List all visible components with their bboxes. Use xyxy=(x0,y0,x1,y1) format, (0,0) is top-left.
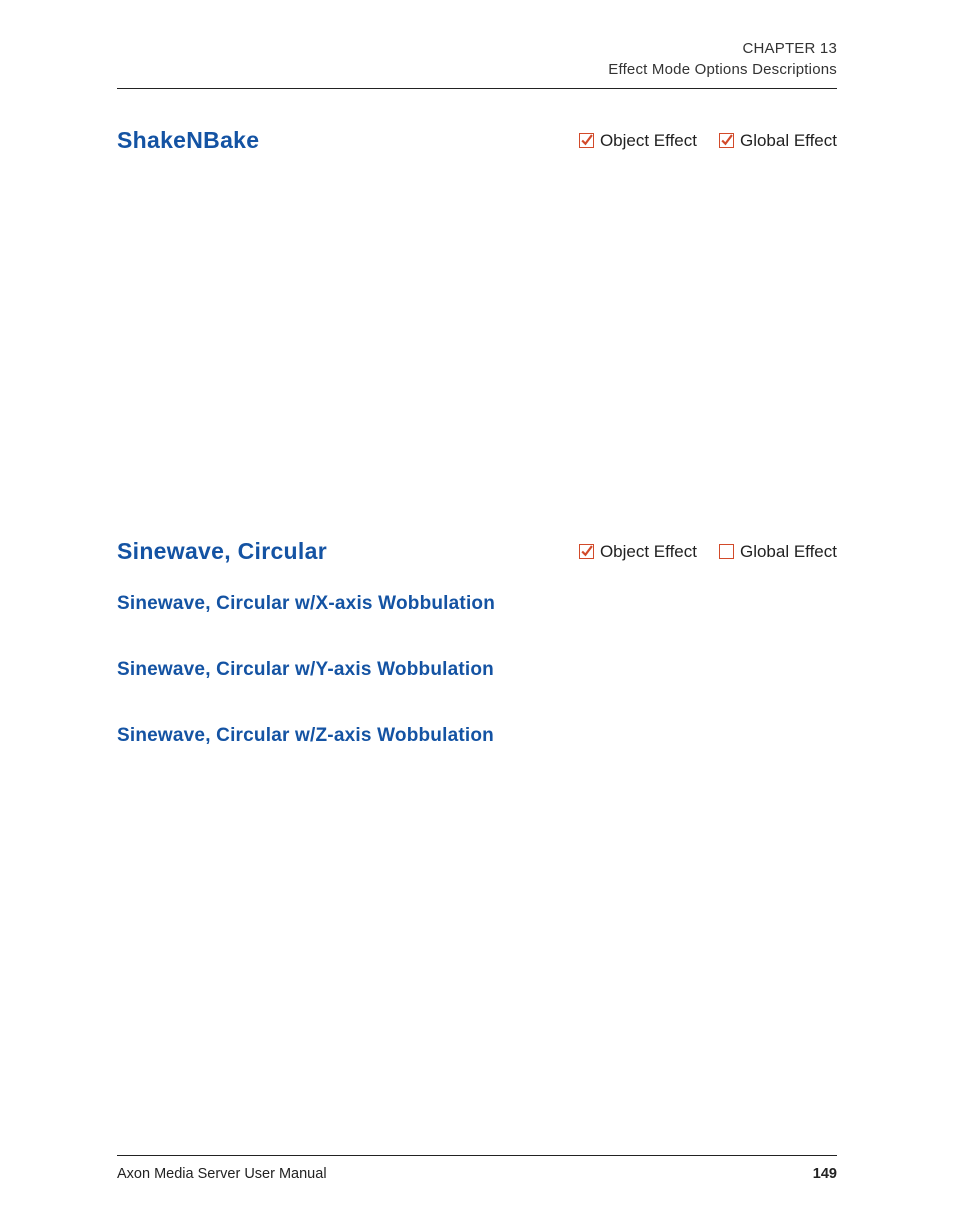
section-title: ShakeNBake xyxy=(117,127,259,154)
effect-flags: Object Effect Global Effect xyxy=(579,542,837,562)
subheading-x-axis: Sinewave, Circular w/X-axis Wobbulation xyxy=(117,593,837,615)
subheading-text: Sinewave, Circular w/Z-axis Wobbulation xyxy=(117,725,837,747)
section-title: Sinewave, Circular xyxy=(117,538,327,565)
footer-rule xyxy=(117,1155,837,1156)
footer-row: Axon Media Server User Manual 149 xyxy=(117,1166,837,1182)
global-effect-label: Global Effect xyxy=(740,131,837,151)
checkbox-icon xyxy=(579,133,594,148)
section-sinewave-circular: Sinewave, Circular Object Effect Global … xyxy=(117,538,837,565)
checkbox-icon xyxy=(579,544,594,559)
checkbox-icon xyxy=(719,133,734,148)
object-effect-flag: Object Effect xyxy=(579,542,697,562)
subheading-text: Sinewave, Circular w/Y-axis Wobbulation xyxy=(117,659,837,681)
chapter-label: CHAPTER 13 xyxy=(117,38,837,59)
header-rule xyxy=(117,88,837,89)
page-footer: Axon Media Server User Manual 149 xyxy=(117,1155,837,1182)
section-shakenbake: ShakeNBake Object Effect Global Effect xyxy=(117,127,837,154)
object-effect-flag: Object Effect xyxy=(579,131,697,151)
checkbox-icon xyxy=(719,544,734,559)
page-header: CHAPTER 13 Effect Mode Options Descripti… xyxy=(117,38,837,89)
page-number: 149 xyxy=(813,1166,837,1182)
subheading-z-axis: Sinewave, Circular w/Z-axis Wobbulation xyxy=(117,725,837,747)
global-effect-flag: Global Effect xyxy=(719,131,837,151)
object-effect-label: Object Effect xyxy=(600,542,697,562)
object-effect-label: Object Effect xyxy=(600,131,697,151)
chapter-title: Effect Mode Options Descriptions xyxy=(117,59,837,80)
page-container: CHAPTER 13 Effect Mode Options Descripti… xyxy=(0,0,954,1227)
global-effect-flag: Global Effect xyxy=(719,542,837,562)
subheading-y-axis: Sinewave, Circular w/Y-axis Wobbulation xyxy=(117,659,837,681)
global-effect-label: Global Effect xyxy=(740,542,837,562)
subheading-text: Sinewave, Circular w/X-axis Wobbulation xyxy=(117,593,837,615)
effect-flags: Object Effect Global Effect xyxy=(579,131,837,151)
manual-title: Axon Media Server User Manual xyxy=(117,1166,327,1182)
